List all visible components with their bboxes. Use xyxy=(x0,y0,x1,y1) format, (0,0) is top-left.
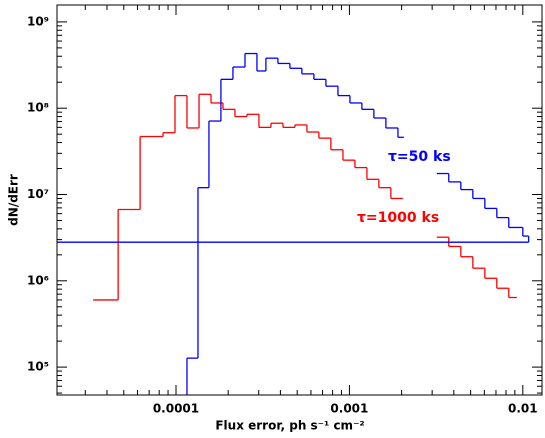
x-tick-label: 0.0001 xyxy=(153,402,199,416)
y-tick-label: 10⁸ xyxy=(27,101,49,115)
y-tick-label: 10⁷ xyxy=(27,187,49,201)
plot-frame xyxy=(56,4,543,396)
x-axis-label: Flux error, ph s⁻¹ cm⁻² xyxy=(215,419,364,433)
annotation: τ=50 ks xyxy=(388,149,451,165)
x-tick-label: 0.001 xyxy=(330,402,368,416)
annotation: τ=1000 ks xyxy=(357,210,439,226)
y-tick-label: 10⁹ xyxy=(27,14,49,28)
y-tick-label: 10⁶ xyxy=(27,273,49,287)
y-axis-label: dN/dErr xyxy=(7,174,21,226)
x-tick-label: 0.01 xyxy=(508,402,538,416)
plot-area xyxy=(57,52,530,395)
y-tick-label: 10⁵ xyxy=(27,360,49,374)
